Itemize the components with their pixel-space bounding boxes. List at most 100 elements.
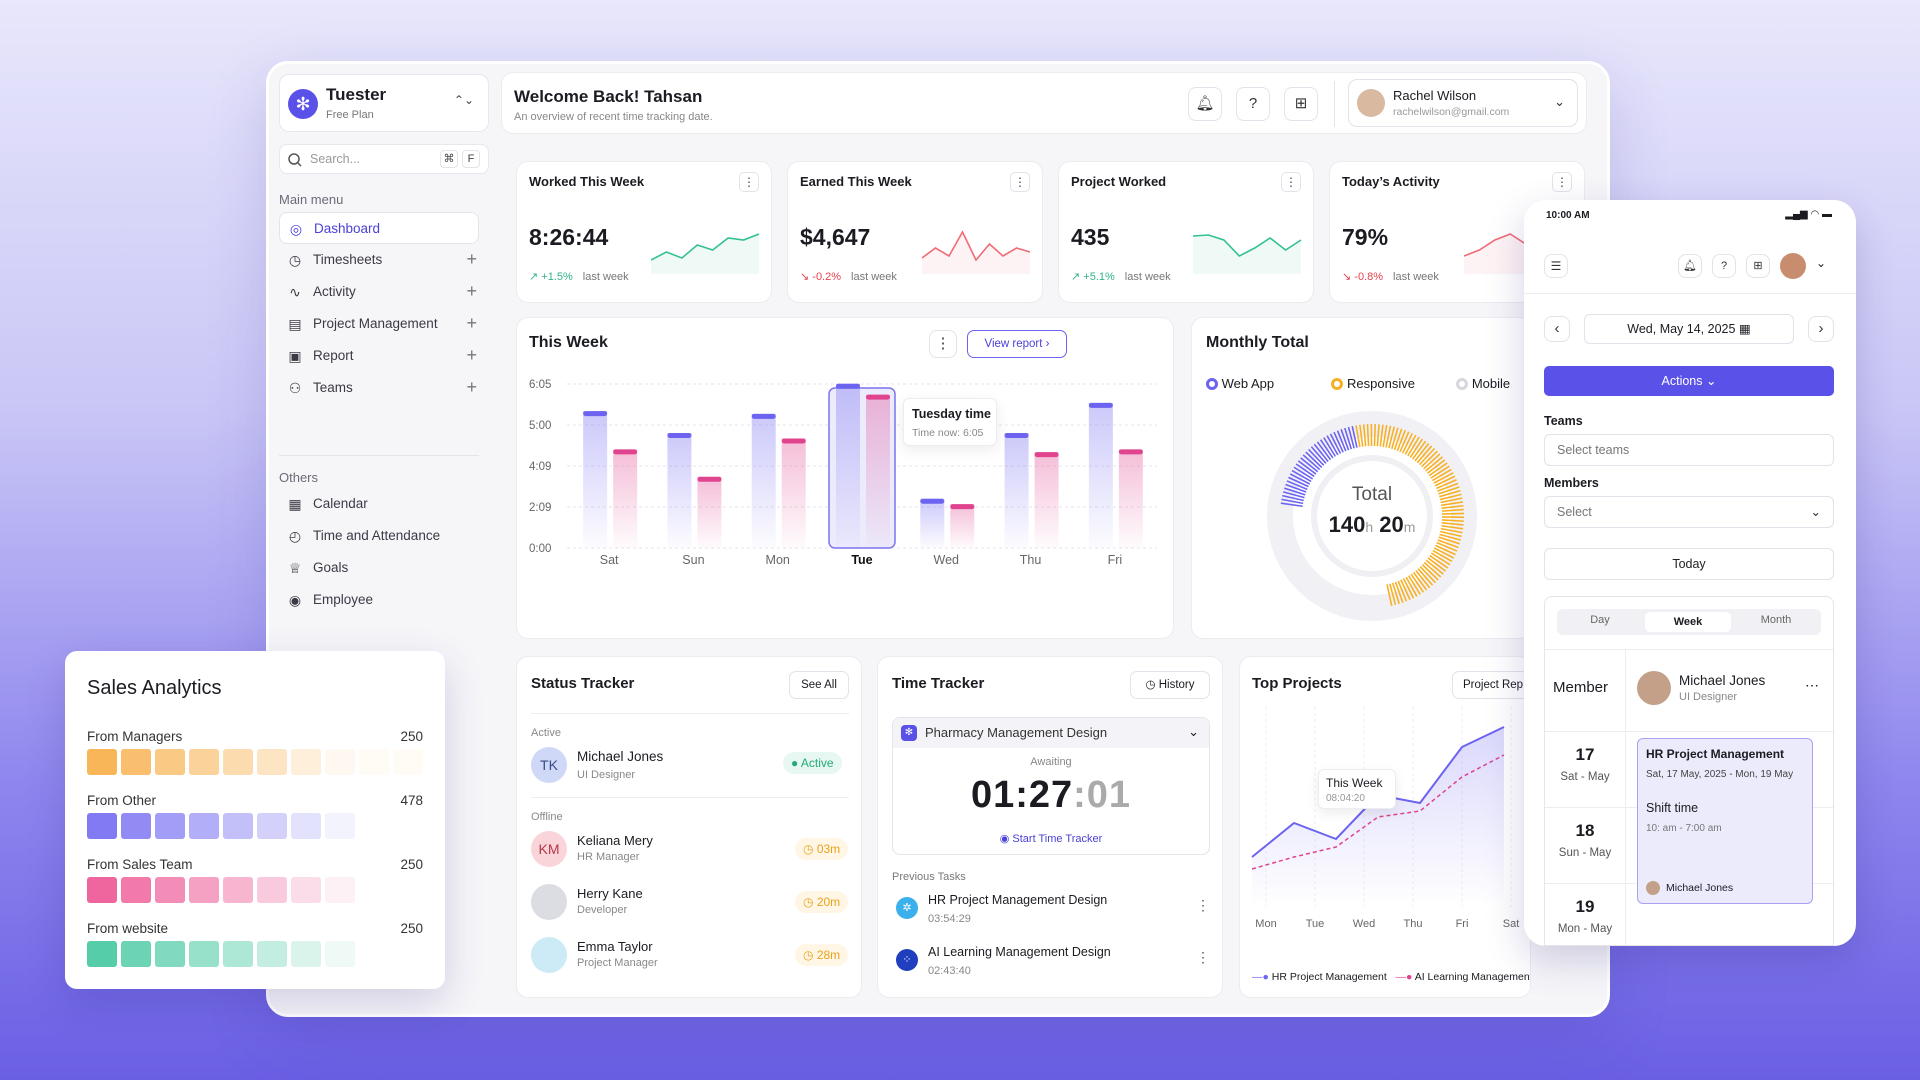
start-tracker-button[interactable]: ◉ Start Time Tracker [893, 832, 1209, 845]
bar-cap [667, 432, 692, 438]
y-tick-label: 5:00 [529, 420, 551, 432]
responsive-tick [1427, 557, 1447, 572]
tab-day[interactable]: Day [1590, 614, 1610, 626]
sidebar-item-timesheets[interactable]: ◷ Timesheets + [279, 244, 479, 276]
tracker-time-seconds: :01 [1073, 774, 1132, 816]
stat-delta: ↘ -0.2% last week [800, 270, 897, 283]
tab-month[interactable]: Month [1760, 614, 1792, 626]
event-title: HR Project Management [1646, 747, 1785, 761]
sidebar-item-project-management[interactable]: ▤ Project Management + [279, 308, 479, 340]
this-week-card: This Week ⋮ View report › 6:05 5:00 4:09 2:… [516, 317, 1174, 639]
members-select[interactable]: Select ⌄ [1544, 496, 1834, 528]
teams-label: Teams [1544, 414, 1583, 428]
employee-icon: ◉ [288, 592, 302, 608]
more-icon[interactable]: ⋮ [1281, 172, 1301, 192]
x-tick-label: Tue [1306, 918, 1325, 930]
more-icon[interactable]: ⋮ [929, 330, 957, 358]
more-icon[interactable]: ⋮ [1552, 172, 1572, 192]
time-tracker-title: Time Tracker [892, 675, 985, 692]
gift-icon[interactable]: ⊞ [1746, 254, 1770, 278]
responsive-tick [1437, 482, 1459, 492]
sidebar-item-activity[interactable]: ∿ Activity + [279, 276, 479, 308]
sidebar-item-employee[interactable]: ◉ Employee [279, 584, 479, 616]
sidebar-item-report[interactable]: ▣ Report + [279, 340, 479, 372]
notification-bell-icon[interactable]: 🔔︎ [1188, 87, 1222, 121]
more-icon[interactable]: ⋮ [739, 172, 759, 192]
sidebar-item-goals[interactable]: ♕ Goals [279, 552, 479, 584]
schedule-event[interactable]: HR Project Management Sat, 17 May, 2025 … [1637, 738, 1813, 904]
teams-select[interactable]: Select teams [1544, 434, 1834, 466]
trend-up-icon: ↗ [529, 271, 542, 283]
more-icon[interactable]: ⋮ [1196, 949, 1210, 965]
responsive-tick [1407, 575, 1421, 595]
plus-icon[interactable]: + [466, 377, 477, 397]
sales-row-value: 478 [400, 793, 423, 808]
chevron-down-icon: ⌄ [1816, 256, 1827, 270]
sidebar-item-teams[interactable]: ⚇ Teams + [279, 372, 479, 404]
delta-value: -0.2% [812, 271, 842, 283]
sparkline [1193, 234, 1302, 274]
gift-icon[interactable]: ⊞ [1284, 87, 1318, 121]
responsive-tick [1401, 432, 1414, 454]
report-icon: ▣ [288, 348, 302, 364]
responsive-tick [1366, 424, 1370, 447]
heat-cell [291, 813, 321, 839]
plus-icon[interactable]: + [466, 313, 477, 333]
search-placeholder: Search... [310, 152, 361, 166]
sidebar-item-calendar[interactable]: ▦ Calendar [279, 488, 479, 520]
stat-card: Earned This Week ⋮ $4,647 ↘ -0.2% last week [787, 161, 1043, 303]
heat-cell [223, 749, 253, 775]
day-number: 18 [1575, 821, 1595, 840]
responsive-tick [1438, 486, 1460, 495]
members-placeholder: Select [1557, 505, 1592, 519]
actions-button[interactable]: Actions ⌄ [1544, 366, 1834, 396]
responsive-tick [1432, 549, 1453, 563]
sparkline-area [1193, 235, 1301, 274]
plus-icon[interactable]: + [466, 281, 477, 301]
help-icon[interactable]: ? [1236, 87, 1270, 121]
more-icon[interactable]: ⋮ [1196, 897, 1210, 913]
plus-icon[interactable]: + [466, 345, 477, 365]
timer-icon: ◷ [803, 842, 817, 856]
tab-week[interactable]: Week [1645, 612, 1731, 632]
heat-cell [325, 941, 355, 967]
sparkline [651, 233, 760, 274]
history-button[interactable]: ◷ History [1130, 671, 1210, 699]
menu-icon[interactable]: ☰ [1544, 254, 1568, 278]
project-report-button[interactable]: Project Rep [1452, 671, 1530, 699]
date-value: Wed, May 14, 2025 [1627, 322, 1736, 336]
view-report-button[interactable]: View report › [967, 330, 1067, 358]
help-icon[interactable]: ? [1712, 254, 1736, 278]
sidebar-item-time-and-attendance[interactable]: ◴ Time and Attendance [279, 520, 479, 552]
more-icon[interactable]: ⋮ [1010, 172, 1030, 192]
responsive-tick [1376, 424, 1380, 447]
see-all-button[interactable]: See All [789, 671, 849, 699]
responsive-tick [1417, 568, 1434, 586]
notification-bell-icon[interactable]: 🔔︎ [1678, 254, 1702, 278]
plus-icon[interactable]: + [466, 249, 477, 269]
sidebar-item-label: Report [313, 348, 354, 363]
search-input[interactable]: Search... ⌘ F [279, 144, 489, 174]
user-menu[interactable]: Rachel Wilson rachelwilson@gmail.com ⌄ [1348, 79, 1578, 127]
sales-row-label: From Sales Team [87, 857, 193, 872]
sidebar-item-dashboard[interactable]: ◎ Dashboard [279, 212, 479, 244]
heat-cell [155, 877, 185, 903]
web-app-tick [1347, 426, 1355, 449]
avatar[interactable] [1780, 253, 1806, 279]
x-tick-label: Fri [1456, 918, 1469, 930]
members-label: Members [1544, 476, 1599, 490]
workspace-switcher[interactable]: ✻ Tuester Free Plan ⌃⌄ [279, 74, 489, 132]
more-icon[interactable]: ⋯ [1805, 677, 1819, 693]
bar-cap [613, 449, 638, 455]
active-user-name: Michael Jones [577, 749, 664, 764]
next-date-button[interactable]: › [1808, 316, 1834, 342]
today-button[interactable]: Today [1544, 548, 1834, 580]
status-badge-label: Active [800, 756, 834, 770]
prev-date-button[interactable]: ‹ [1544, 316, 1570, 342]
user-name: Keliana Mery [577, 833, 653, 848]
away-time: 20m [816, 895, 841, 909]
responsive-tick [1441, 508, 1464, 512]
project-select[interactable]: ✻ Pharmacy Management Design ⌄ [893, 718, 1209, 748]
away-time: 28m [816, 948, 841, 962]
date-picker[interactable]: Wed, May 14, 2025 ▦ [1584, 314, 1794, 344]
